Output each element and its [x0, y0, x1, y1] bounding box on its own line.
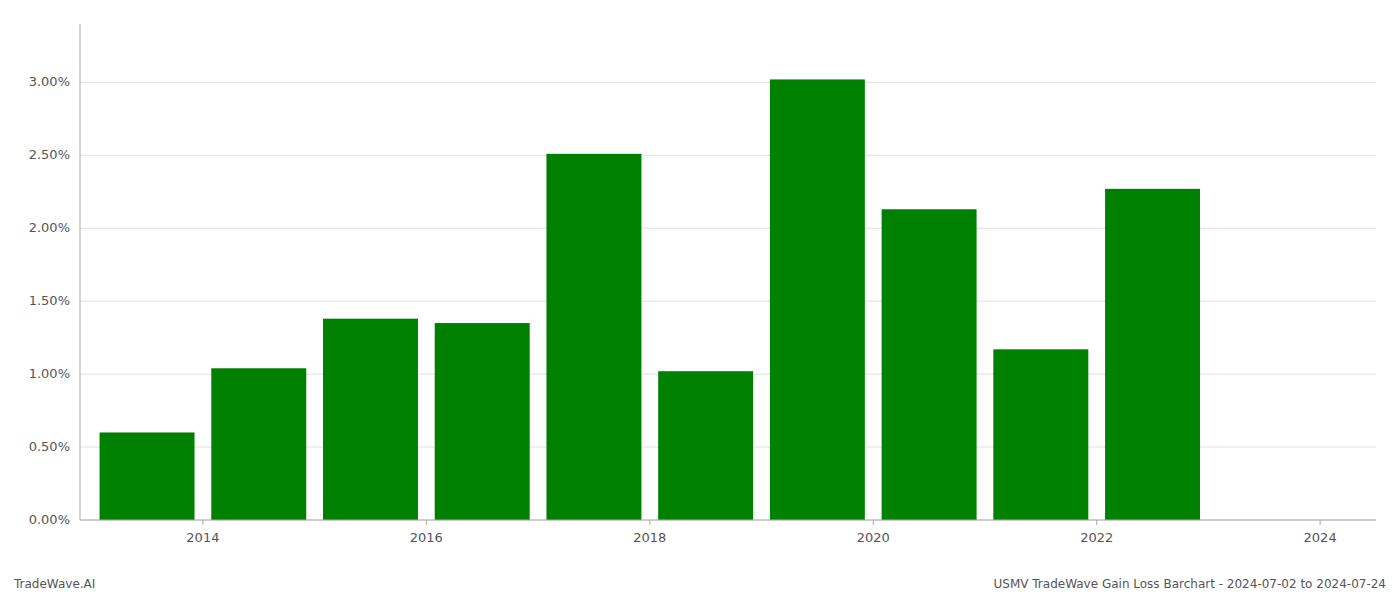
- y-tick-label: 0.00%: [29, 512, 70, 527]
- x-tick: [202, 520, 203, 525]
- bar: [882, 209, 977, 520]
- chart: 0.00%0.50%1.00%1.50%2.00%2.50%3.00%20142…: [0, 0, 1400, 600]
- footer-left: TradeWave.AI: [13, 577, 95, 591]
- bar: [993, 349, 1088, 520]
- x-tick: [1096, 520, 1097, 525]
- x-tick-label: 2020: [857, 530, 890, 545]
- x-tick-label: 2014: [186, 530, 219, 545]
- bar: [100, 432, 195, 520]
- x-tick: [1320, 520, 1321, 525]
- grid: [80, 82, 1376, 520]
- bar: [658, 371, 753, 520]
- bar: [1105, 189, 1200, 520]
- footer-right: USMV TradeWave Gain Loss Barchart - 2024…: [994, 577, 1386, 591]
- y-axis-line: [80, 24, 81, 520]
- x-tick-label: 2024: [1304, 530, 1337, 545]
- y-tick-label: 3.00%: [29, 74, 70, 89]
- y-tick-label: 2.50%: [29, 147, 70, 162]
- bar: [546, 154, 641, 520]
- x-tick-label: 2018: [633, 530, 666, 545]
- grid-line: [80, 155, 1376, 156]
- y-tick-label: 1.00%: [29, 366, 70, 381]
- x-tick: [426, 520, 427, 525]
- y-axis: 0.00% 0.50% 1.00% 1.50% 2.00% 2.50% 3.00%: [29, 24, 80, 527]
- background: [0, 0, 1400, 600]
- y-tick-label: 0.50%: [29, 439, 70, 454]
- bars: [100, 79, 1200, 520]
- grid-line: [80, 82, 1376, 83]
- grid-line: [80, 520, 1376, 521]
- bar: [323, 319, 418, 520]
- y-tick-label: 2.00%: [29, 220, 70, 235]
- x-axis: 2014 2016 2018 2020 2022 2024: [80, 520, 1376, 545]
- x-tick-label: 2022: [1080, 530, 1113, 545]
- x-tick: [649, 520, 650, 525]
- x-tick-label: 2016: [410, 530, 443, 545]
- bar: [435, 323, 530, 520]
- bar: [211, 368, 306, 520]
- y-tick-label: 1.50%: [29, 293, 70, 308]
- bar: [770, 79, 865, 520]
- x-tick: [873, 520, 874, 525]
- x-axis-line: [80, 520, 1376, 521]
